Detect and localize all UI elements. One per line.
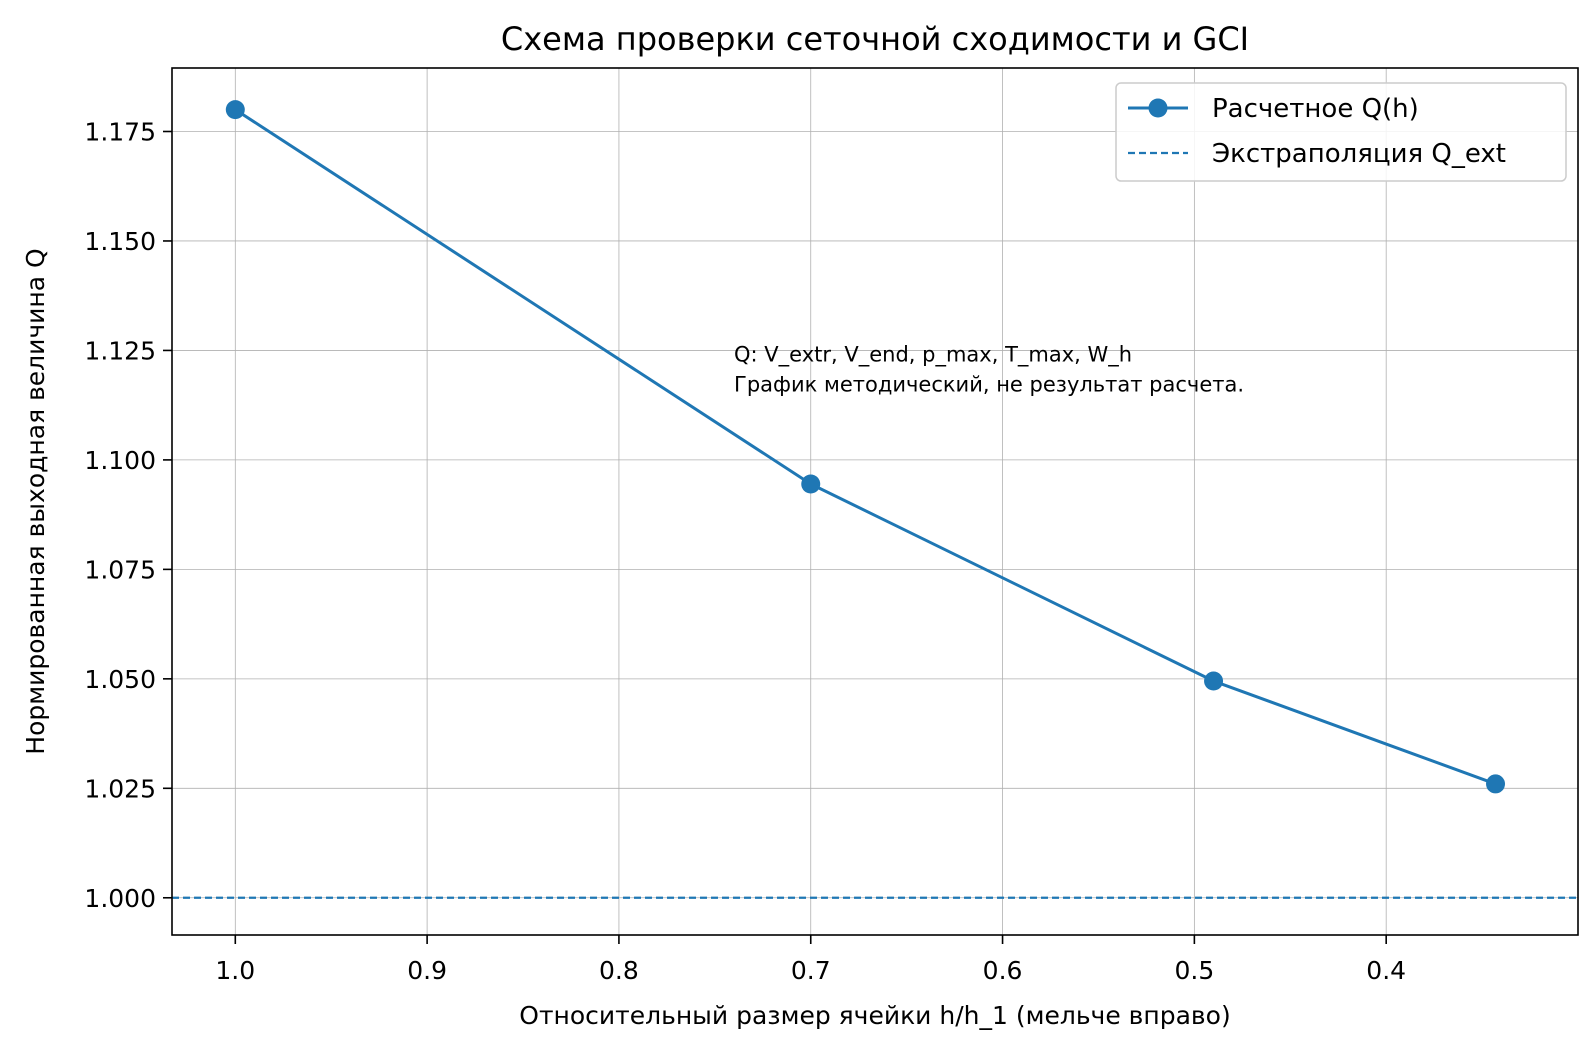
chart-title: Схема проверки сеточной сходимости и GCI	[501, 20, 1249, 58]
y-tick-label: 1.100	[84, 446, 156, 475]
legend-label-q-h: Расчетное Q(h)	[1212, 94, 1419, 124]
x-tick-label: 0.8	[599, 956, 639, 985]
plot-frame	[171, 67, 1579, 936]
y-axis-label: Нормированная выходная величина Q	[21, 248, 50, 754]
y-tick-label: 1.075	[84, 555, 156, 584]
annotation-text: Q: V_extr, V_end, p_max, T_max, W_h	[734, 342, 1132, 367]
data-point	[801, 474, 821, 494]
x-tick-label: 0.7	[791, 956, 831, 985]
annotations: Q: V_extr, V_end, p_max, T_max, W_h Графи…	[734, 342, 1244, 396]
data-point	[1204, 671, 1224, 691]
data-point	[1486, 774, 1506, 794]
legend-marker-q-h	[1148, 98, 1168, 118]
x-tick-label: 0.6	[983, 956, 1023, 985]
x-tick-label: 0.5	[1174, 956, 1214, 985]
y-tick-label: 1.175	[84, 117, 156, 146]
legend-label-q-ext: Экстраполяция Q_ext	[1212, 139, 1506, 169]
x-tick-label: 1.0	[215, 956, 255, 985]
y-tick-label: 1.000	[84, 884, 156, 913]
y-tick-label: 1.125	[84, 336, 156, 365]
y-tick-label: 1.025	[84, 774, 156, 803]
legend-box	[1115, 82, 1567, 182]
legend: Расчетное Q(h) Экстраполяция Q_ext	[1115, 82, 1567, 182]
x-axis-label: Относительный размер ячейки h/h_1 (мельч…	[519, 1001, 1230, 1030]
series-line-q-h	[234, 108, 1497, 786]
x-tick-label: 0.9	[407, 956, 447, 985]
axis-ticks: 1.0 0.9 0.8 0.7 0.6 0.5 0.4 1.000 1.025 1.050 1.07…	[84, 117, 1406, 985]
x-tick-label: 0.4	[1366, 956, 1406, 985]
y-tick-label: 1.050	[84, 665, 156, 694]
data-series	[225, 100, 1506, 794]
y-tick-label: 1.150	[84, 227, 156, 256]
data-point	[225, 100, 245, 120]
annotation-text: График методический, не результат расчет…	[734, 372, 1244, 396]
